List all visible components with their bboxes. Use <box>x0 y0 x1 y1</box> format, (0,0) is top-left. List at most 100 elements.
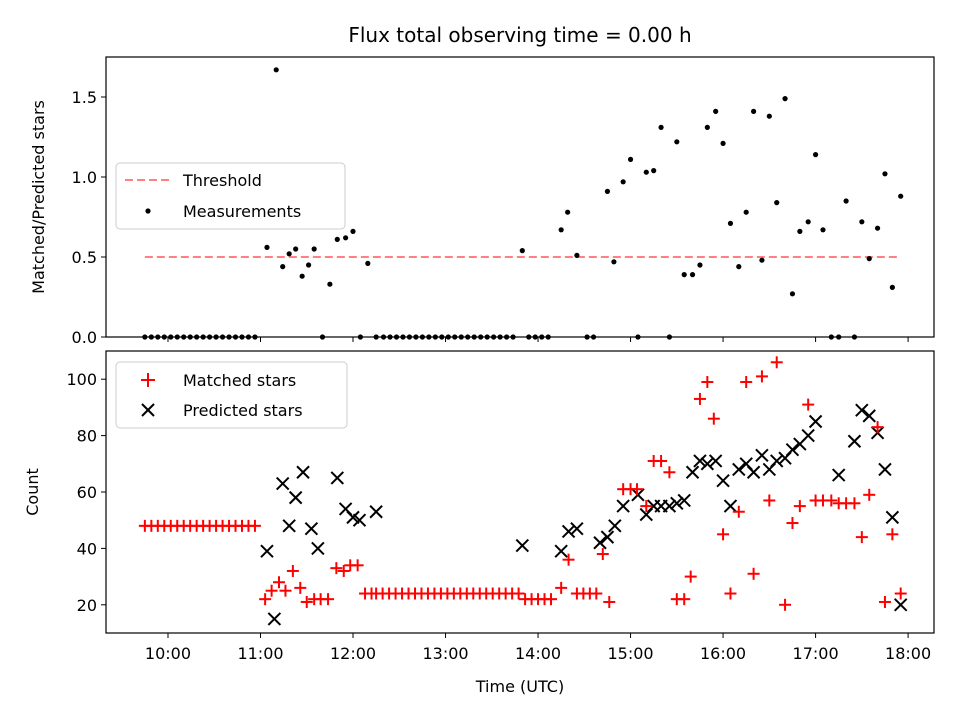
matched-star-point <box>886 528 899 541</box>
top-panel: 0.0 0.5 1.0 1.5 Matched/Predicted stars Thr… <box>29 56 935 347</box>
predicted-star-point <box>755 448 769 463</box>
predicted-star-point <box>304 521 319 536</box>
predicted-star-point <box>862 409 876 423</box>
bottom-panel: 20 40 60 80 100 10:00 11:00 12:00 13:00 14:00 15:… <box>23 350 935 696</box>
measurement-point <box>327 281 333 287</box>
matched-star-point <box>793 500 806 513</box>
x-tick-label: 18:00 <box>885 644 931 663</box>
measurement-point <box>874 225 881 231</box>
measurement-point <box>681 272 687 278</box>
measurement-point <box>299 273 305 279</box>
predicted-star-point <box>311 541 325 556</box>
measurement-point <box>620 179 626 185</box>
matched-star-point <box>863 488 876 501</box>
x-tick-label: 12:00 <box>330 644 376 663</box>
predicted-star-point <box>746 465 761 479</box>
bottom-y-ticks: 20 40 60 80 100 <box>66 370 106 615</box>
measurement-point <box>720 140 726 146</box>
x-tick-label: 15:00 <box>607 644 653 663</box>
matched-star-point <box>294 581 307 594</box>
measurement-point <box>797 228 803 234</box>
measurement-point <box>759 257 765 263</box>
measurement-point <box>812 152 819 158</box>
matched-star-point <box>273 576 286 589</box>
predicted-star-point <box>369 505 383 519</box>
x-tick-label: 13:00 <box>422 644 468 663</box>
measurement-point <box>697 262 703 268</box>
top-axes-frame <box>105 56 935 338</box>
matched-star-point <box>322 593 335 606</box>
measurement-point <box>743 209 749 215</box>
legend-measurements-label: Measurements <box>183 202 301 221</box>
matched-star-point <box>555 581 568 594</box>
predicted-star-point <box>600 530 615 544</box>
predicted-star-point <box>785 442 800 457</box>
matched-star-point <box>770 356 783 369</box>
measurement-point <box>782 96 788 102</box>
bottom-y-tick-label: 60 <box>77 483 97 502</box>
matched-star-point <box>655 454 668 467</box>
predicted-star-point <box>732 462 746 477</box>
predicted-star-point <box>878 462 892 477</box>
predicted-star-point <box>723 499 738 513</box>
matched-star-point <box>848 497 861 510</box>
measurement-point <box>350 228 356 234</box>
predicted-star-point <box>708 454 723 468</box>
matched-star-point <box>724 587 737 600</box>
x-tick-label: 10:00 <box>145 644 191 663</box>
matched-star-point <box>640 500 653 513</box>
measurement-point <box>750 108 757 114</box>
top-y-tick-label: 0.5 <box>72 248 97 267</box>
predicted-star-point <box>700 457 715 471</box>
measurement-point <box>280 264 286 270</box>
matched-star-point <box>286 564 299 577</box>
predicted-star-point <box>893 598 908 612</box>
matched-star-point <box>855 531 868 544</box>
matched-star-point <box>871 421 884 434</box>
bottom-y-axis-label: Count <box>23 468 42 516</box>
matched-star-point <box>590 587 603 600</box>
measurement-point <box>311 246 317 252</box>
legend-threshold-label: Threshold <box>182 171 262 190</box>
measurement-point <box>611 259 617 265</box>
legend-matched-label: Matched stars <box>183 371 296 390</box>
predicted-star-point <box>693 454 707 468</box>
measurement-point <box>713 108 719 114</box>
matched-star-point <box>330 562 343 575</box>
predicted-star-point <box>855 403 869 417</box>
matched-star-point <box>747 567 760 580</box>
legend-measurements-swatch <box>145 208 151 214</box>
top-y-tick-label: 0.0 <box>72 328 97 347</box>
matched-star-point <box>603 595 616 608</box>
predicted-star-point <box>330 471 344 485</box>
measurement-point <box>558 227 564 233</box>
measurement-point <box>727 220 734 226</box>
matched-star-point <box>300 595 313 608</box>
matched-star-point <box>786 517 799 530</box>
predicted-star-point <box>288 490 303 505</box>
measurement-point <box>843 198 849 204</box>
measurement-point <box>766 113 772 119</box>
matched-star-point <box>512 587 525 600</box>
measurement-point <box>774 200 780 206</box>
matched-star-point <box>248 519 261 532</box>
measurement-point <box>704 124 710 130</box>
measurement-point <box>273 67 279 73</box>
matched-star-point <box>337 564 350 577</box>
measurement-point <box>859 219 865 225</box>
matched-star-point <box>631 483 644 496</box>
measurement-point <box>627 156 634 162</box>
matched-star-point <box>717 528 730 541</box>
measurement-point <box>820 227 826 233</box>
matched-star-point <box>763 494 776 507</box>
legend-predicted-swatch <box>141 403 155 417</box>
predicted-star-point <box>716 474 730 488</box>
matched-star-point <box>878 595 891 608</box>
measurement-point <box>882 171 888 177</box>
top-y-tick-label: 1.0 <box>72 168 97 187</box>
measurement-point <box>736 264 742 270</box>
predicted-star-point <box>296 465 310 479</box>
chart-title: Flux total observing time = 0.00 h <box>348 23 691 47</box>
x-tick-label: 17:00 <box>793 644 839 663</box>
